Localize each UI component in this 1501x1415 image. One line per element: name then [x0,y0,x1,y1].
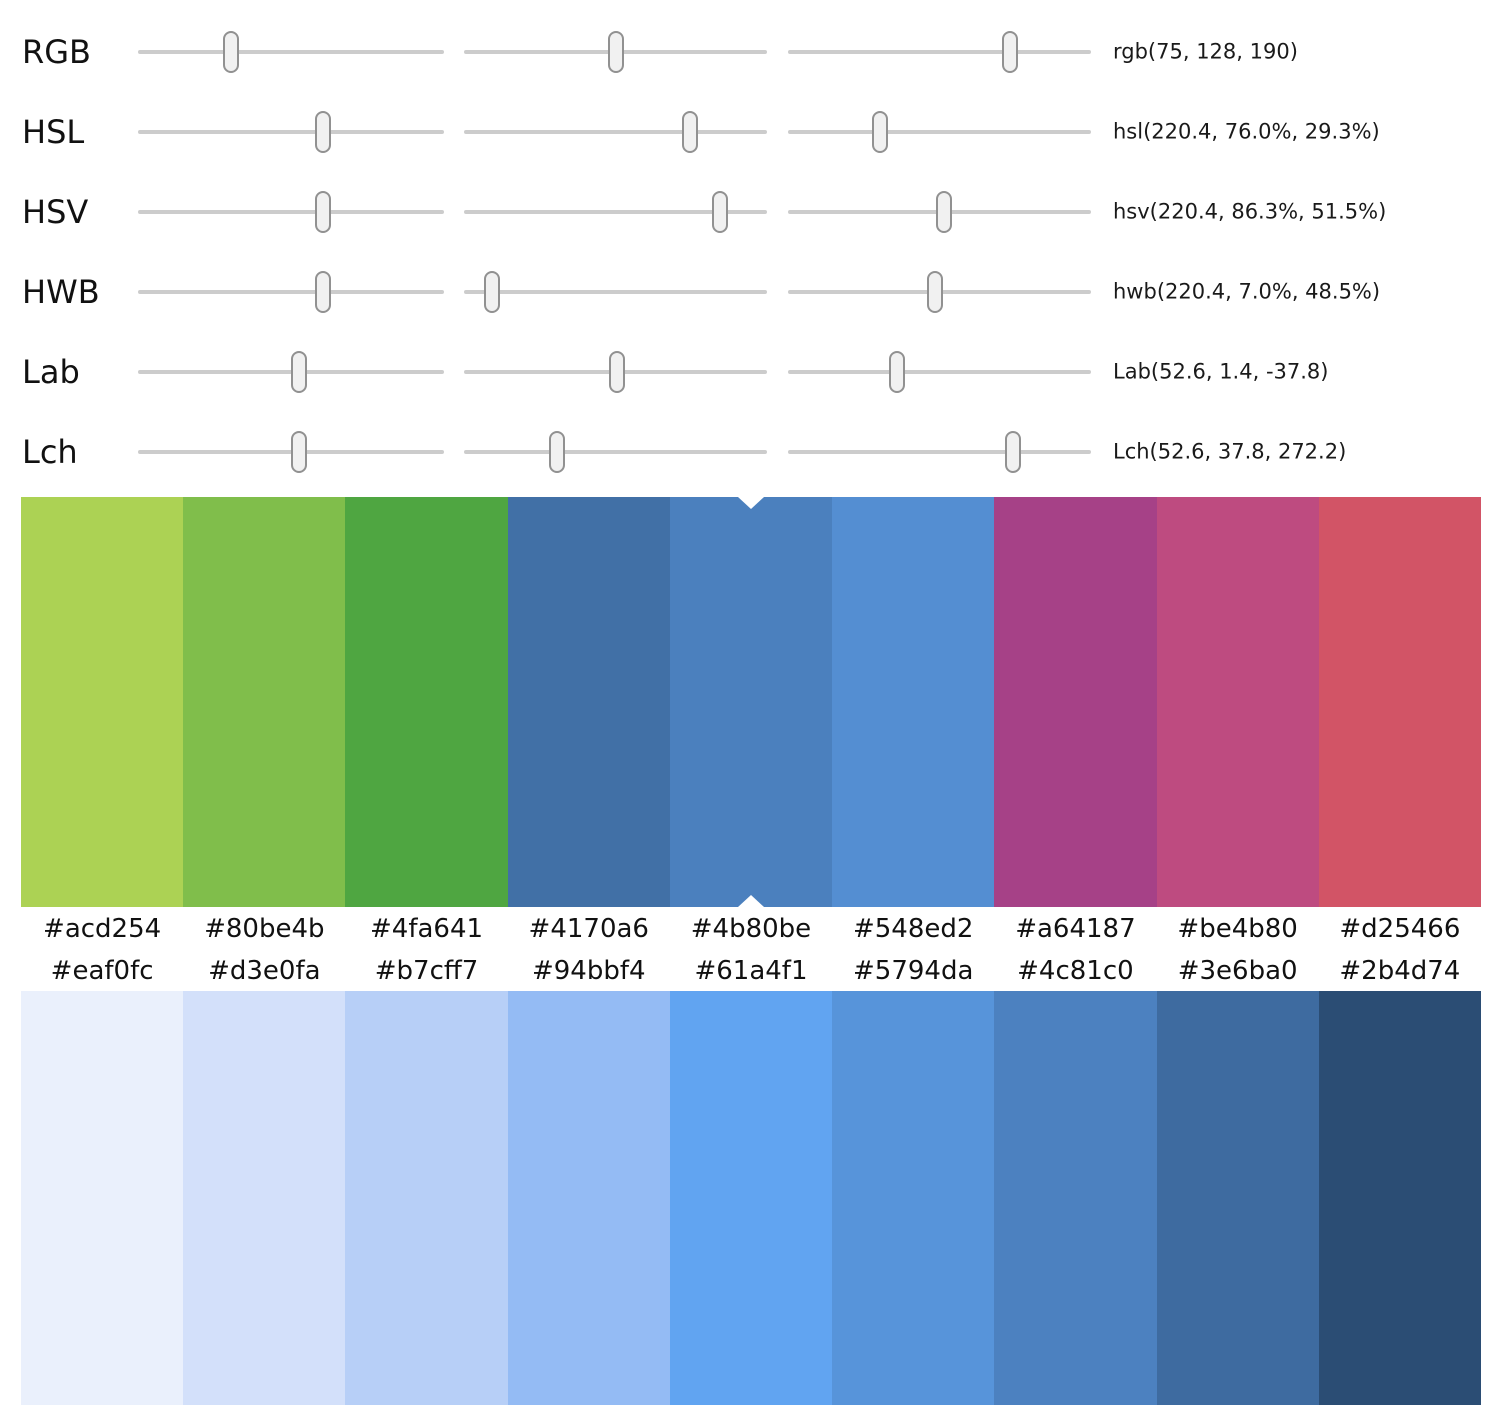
slider-track[interactable] [138,191,444,233]
selected-swatch-notch-top-icon [737,497,764,509]
slider-thumb[interactable] [484,271,501,313]
palette-swatch[interactable] [21,991,184,1405]
slider-thumb[interactable] [927,271,944,313]
palette-swatch[interactable] [345,991,508,1405]
slider-track[interactable] [464,111,767,153]
slider-thumb[interactable] [682,111,699,153]
slider-thumb[interactable] [223,31,240,73]
slider-thumb[interactable] [608,31,625,73]
palette-swatch[interactable] [832,497,995,907]
hex-code-label: #be4b80 [1177,914,1298,944]
slider-thumb[interactable] [889,351,906,393]
palette-swatch[interactable] [1318,497,1481,907]
hex-code-label: #548ed2 [852,914,974,944]
palette-swatch[interactable] [507,497,670,907]
slider-thumb[interactable] [935,191,952,233]
hex-code-label: #d3e0fa [208,956,321,986]
scale-hex-labels: #eaf0fc #d3e0fa #b7cff7 #94bbf4 #61a4f1 #5794… [21,951,1481,991]
colorspace-label-rgb: RGB [22,33,91,71]
palette-swatch[interactable] [1318,991,1481,1405]
scale-palette [21,991,1481,1405]
hex-code-label: #d25466 [1339,914,1461,944]
hex-code-label: #2b4d74 [1339,956,1461,986]
palette-swatch[interactable] [669,991,833,1405]
slider-track[interactable] [138,111,444,153]
slider-thumb[interactable] [711,191,728,233]
hex-code-label: #a64187 [1015,914,1136,944]
slider-track[interactable] [464,431,767,473]
hex-code-label: #4170a6 [528,914,649,944]
slider-track[interactable] [788,111,1091,153]
colorspace-label-lab: Lab [22,353,80,391]
palette-swatch[interactable] [994,497,1157,907]
harmony-hex-labels: #acd254 #80be4b #4fa641 #4170a6 #4b80be #548e… [21,907,1481,951]
slider-track[interactable] [464,191,767,233]
hex-code-label: #acd254 [43,914,162,944]
palette-swatch[interactable] [832,991,995,1405]
slider-thumb[interactable] [608,351,625,393]
palette-swatch[interactable] [345,497,508,907]
color-value-rgb: rgb(75, 128, 190) [1113,39,1298,64]
slider-track[interactable] [138,351,444,393]
slider-track[interactable] [464,271,767,313]
hex-code-label: #4b80be [690,914,812,944]
color-value-lch: Lch(52.6, 37.8, 272.2) [1113,439,1347,464]
color-value-hsl: hsl(220.4, 76.0%, 29.3%) [1113,119,1380,144]
slider-track[interactable] [788,351,1091,393]
hex-code-label: #eaf0fc [50,956,154,986]
slider-thumb[interactable] [872,111,889,153]
palette-swatch[interactable] [994,991,1157,1405]
palette-swatch[interactable] [1156,991,1319,1405]
colorspace-label-hsv: HSV [22,193,89,231]
slider-thumb[interactable] [290,431,307,473]
slider-thumb[interactable] [1001,31,1018,73]
hex-code-label: #80be4b [204,914,325,944]
hex-code-label: #94bbf4 [531,956,646,986]
slider-track[interactable] [138,431,444,473]
palette-swatch[interactable] [183,497,346,907]
hex-code-label: #3e6ba0 [1177,956,1298,986]
slider-track[interactable] [788,271,1091,313]
hex-code-label: #61a4f1 [694,956,808,986]
palette-swatch[interactable] [507,991,670,1405]
slider-track[interactable] [138,31,444,73]
palette-swatch[interactable] [21,497,184,907]
colorspace-label-lch: Lch [22,433,78,471]
slider-track[interactable] [138,271,444,313]
slider-track[interactable] [788,191,1091,233]
hex-code-label: #5794da [853,956,974,986]
colorspace-label-hwb: HWB [22,273,100,311]
slider-thumb[interactable] [290,351,307,393]
slider-track[interactable] [788,431,1091,473]
palette-swatch[interactable] [1156,497,1319,907]
slider-thumb[interactable] [315,111,332,153]
colorspace-label-hsl: HSL [22,113,85,151]
slider-track[interactable] [464,351,767,393]
selected-swatch-notch-bottom-icon [737,895,764,907]
color-value-lab: Lab(52.6, 1.4, -37.8) [1113,359,1329,384]
harmony-palette [21,497,1481,907]
slider-thumb[interactable] [315,191,332,233]
slider-track[interactable] [464,31,767,73]
color-value-hsv: hsv(220.4, 86.3%, 51.5%) [1113,199,1387,224]
hex-code-label: #4c81c0 [1017,956,1134,986]
hex-code-label: #b7cff7 [374,956,479,986]
hex-code-label: #4fa641 [370,914,484,944]
slider-thumb[interactable] [315,271,332,313]
slider-thumb[interactable] [548,431,565,473]
palette-swatch[interactable] [183,991,346,1405]
palette-swatch[interactable] [669,497,833,907]
slider-track[interactable] [788,31,1091,73]
slider-thumb[interactable] [1004,431,1021,473]
color-value-hwb: hwb(220.4, 7.0%, 48.5%) [1113,279,1381,304]
